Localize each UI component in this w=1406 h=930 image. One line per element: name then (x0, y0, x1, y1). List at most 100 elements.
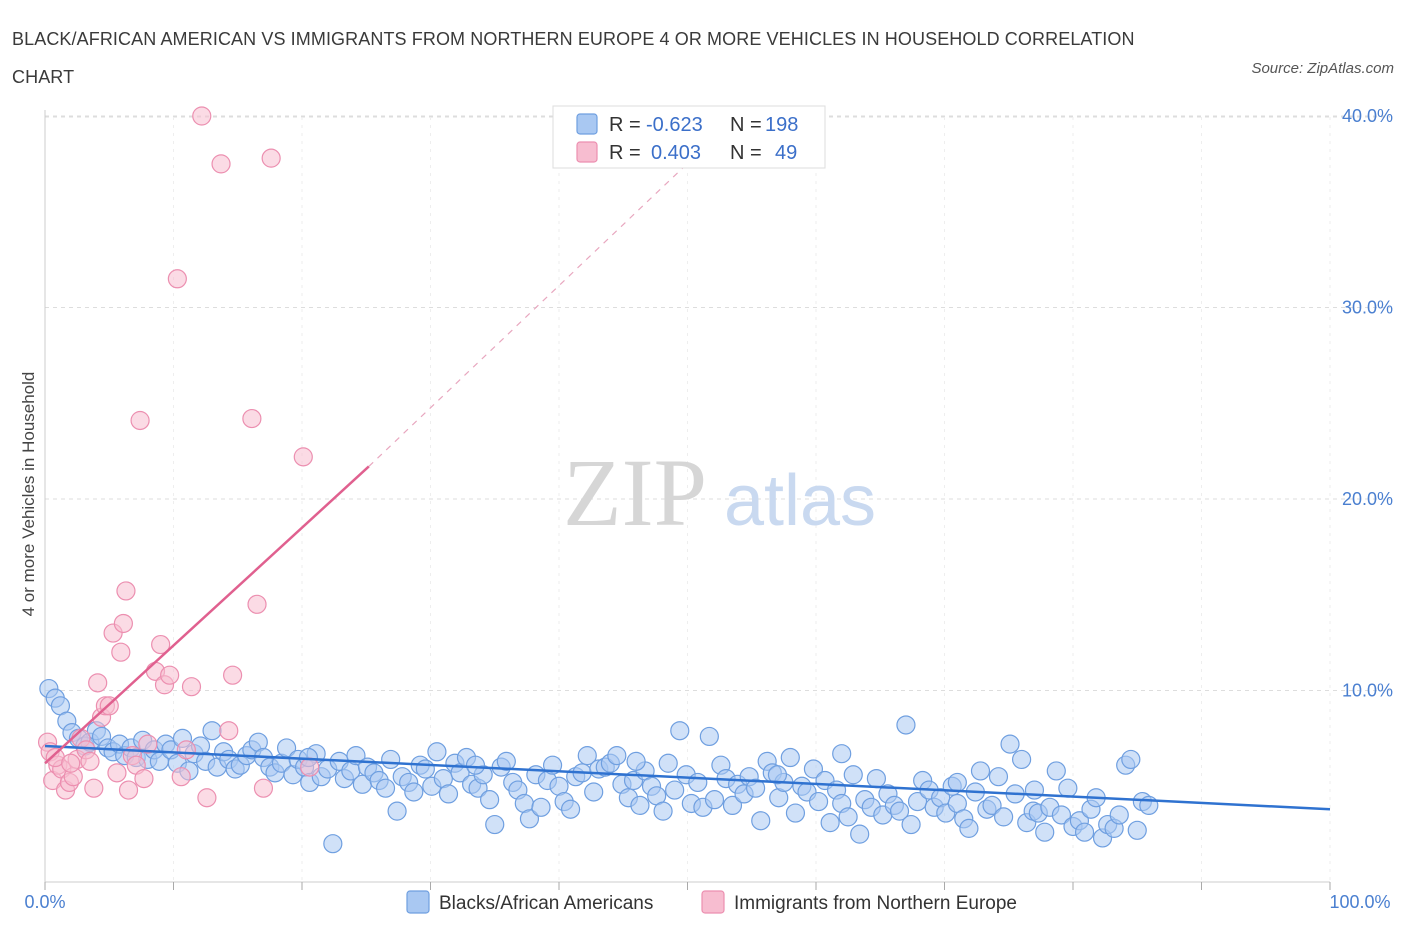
point-blacks (803, 759, 824, 779)
point-immigrants (211, 154, 231, 174)
x-tick-label-min: 0.0% (24, 892, 65, 912)
point-blacks (896, 715, 916, 735)
point-blacks (626, 751, 646, 771)
watermark-atlas: atlas (724, 461, 876, 541)
point-blacks (704, 790, 725, 810)
y-axis-label: 4 or more Vehicles in Household (19, 372, 38, 617)
point-immigrants (181, 677, 202, 697)
point-immigrants (111, 642, 131, 662)
point-blacks (560, 799, 581, 819)
point-blacks (785, 803, 806, 823)
series-immigrants-points (37, 106, 320, 808)
point-blacks (1058, 778, 1078, 798)
watermark-zip: ZIP (563, 439, 707, 546)
point-blacks (820, 813, 840, 833)
point-immigrants (113, 613, 133, 634)
point-immigrants (247, 594, 267, 614)
point-immigrants (134, 768, 154, 789)
point-immigrants (61, 753, 81, 773)
legend-box (552, 105, 826, 169)
y-tick-label: 20.0% (1342, 489, 1393, 509)
point-immigrants (300, 757, 320, 777)
point-blacks (1051, 805, 1072, 825)
legend-n-label: N = (730, 114, 762, 136)
legend-label-immigrants: Immigrants from Northern Europe (734, 893, 1017, 914)
x-tick-labels: 0.0% 100.0% (24, 892, 1390, 912)
point-blacks (323, 834, 343, 854)
point-blacks (519, 809, 540, 829)
correlation-legend: R = -0.623 N = 198 R = 0.403 N = 49 (552, 105, 826, 169)
point-blacks (404, 782, 424, 802)
legend-swatch-pink (576, 141, 598, 163)
point-blacks (746, 778, 766, 798)
point-blacks (889, 801, 910, 821)
point-blacks (1127, 820, 1147, 840)
point-blacks (838, 807, 858, 827)
point-immigrants (197, 788, 217, 808)
point-immigrants (118, 780, 139, 800)
y-tick-labels: 10.0% 20.0% 30.0% 40.0% (1342, 106, 1393, 701)
point-blacks (1109, 805, 1129, 825)
point-blacks (808, 791, 829, 812)
trend-line-immigrants (44, 465, 370, 765)
point-blacks (988, 767, 1009, 787)
series-legend: Blacks/African Americans Immigrants from… (406, 890, 1017, 914)
point-immigrants (138, 734, 158, 754)
point-blacks (415, 759, 435, 779)
point-blacks (1000, 734, 1020, 754)
trend-lines (44, 138, 1331, 811)
point-blacks (670, 721, 690, 741)
point-blacks (427, 742, 447, 762)
point-blacks (496, 751, 516, 771)
point-blacks (866, 768, 886, 789)
point-blacks (982, 795, 1002, 816)
point-immigrants (160, 665, 180, 685)
point-blacks (722, 795, 743, 816)
point-immigrants (261, 148, 281, 168)
point-blacks (850, 824, 870, 844)
point-blacks (901, 814, 921, 835)
point-immigrants (242, 408, 262, 429)
series-blacks-points (39, 678, 1159, 854)
legend-n-label: N = (730, 142, 762, 164)
point-immigrants (130, 410, 150, 431)
legend-r-label: R = (609, 142, 641, 164)
point-blacks (959, 818, 979, 838)
point-blacks (1035, 822, 1055, 842)
point-blacks (1011, 749, 1032, 770)
point-immigrants (253, 778, 274, 798)
point-blacks (485, 814, 505, 835)
point-blacks (584, 782, 604, 802)
legend-n-value: 49 (775, 142, 797, 164)
point-blacks (202, 721, 222, 741)
point-immigrants (116, 581, 136, 601)
point-blacks (688, 772, 708, 793)
watermark: ZIP atlas (563, 439, 876, 546)
point-blacks (630, 795, 650, 816)
point-blacks (767, 765, 788, 785)
point-immigrants (223, 665, 243, 685)
point-blacks (832, 744, 852, 764)
point-immigrants (80, 751, 100, 771)
legend-r-value: -0.623 (646, 114, 703, 136)
point-immigrants (176, 740, 196, 760)
y-tick-label: 30.0% (1342, 298, 1393, 318)
point-blacks (653, 801, 673, 821)
point-blacks (843, 765, 863, 785)
point-blacks (947, 772, 967, 793)
trend-line-immigrants-extension (368, 138, 714, 467)
x-tick-label-max: 100.0% (1329, 892, 1390, 912)
point-immigrants (167, 269, 187, 289)
point-blacks (751, 811, 771, 831)
source-credit: Source: ZipAtlas.com (1251, 60, 1394, 77)
point-blacks (438, 784, 459, 804)
legend-swatch-blue (576, 113, 598, 135)
point-blacks (375, 778, 396, 798)
point-blacks (577, 746, 597, 766)
point-blacks (387, 801, 407, 821)
point-blacks (699, 726, 719, 747)
legend-swatch-blacks (406, 890, 430, 914)
point-blacks (907, 791, 928, 812)
point-blacks (658, 753, 678, 773)
point-blacks (780, 747, 800, 768)
